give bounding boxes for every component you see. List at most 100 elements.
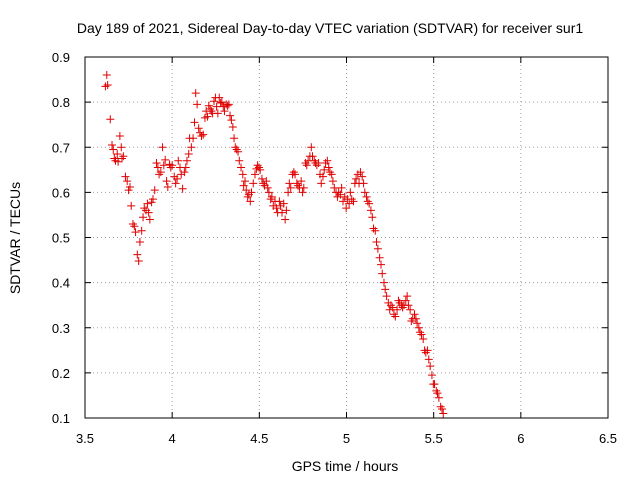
data-point: [193, 100, 202, 109]
data-point: [349, 197, 358, 206]
data-point: [234, 147, 243, 156]
data-point: [388, 303, 397, 312]
data-point: [238, 170, 247, 179]
data-point: [115, 131, 124, 140]
data-point: [368, 213, 377, 222]
data-point: [150, 186, 159, 195]
data-point: [430, 380, 439, 389]
data-point: [433, 389, 442, 398]
data-point: [121, 172, 130, 181]
y-tick-label: 0.2: [52, 366, 70, 381]
data-point: [337, 183, 346, 192]
data-point: [277, 208, 286, 217]
data-point: [226, 111, 235, 120]
data-point: [359, 179, 368, 188]
data-point: [417, 330, 426, 339]
data-point: [323, 156, 332, 165]
data-point: [291, 170, 300, 179]
data-point: [178, 184, 187, 193]
data-point: [285, 179, 294, 188]
data-point: [134, 256, 143, 265]
data-point: [302, 161, 311, 170]
data-point: [184, 150, 193, 159]
plot-frame: [84, 56, 609, 419]
data-point: [191, 89, 200, 98]
data-point: [159, 161, 168, 170]
data-point: [371, 226, 380, 235]
data-point: [423, 346, 432, 355]
data-point: [156, 168, 165, 177]
data-point: [413, 319, 422, 328]
data-point: [181, 163, 190, 172]
x-tick-labels: 3.5 4 4.5 5 5.5 6 6.5: [76, 431, 617, 446]
data-point: [152, 159, 161, 168]
data-point: [230, 134, 239, 143]
data-point: [362, 192, 371, 201]
data-point: [272, 204, 281, 213]
data-point: [345, 199, 354, 208]
data-point: [143, 199, 152, 208]
data-point: [131, 228, 140, 237]
data-point: [163, 182, 172, 191]
data-point: [299, 183, 308, 192]
data-point: [213, 109, 222, 118]
data-point: [235, 156, 244, 165]
x-tick-label: 5.5: [425, 431, 443, 446]
data-point: [281, 215, 290, 224]
data-point: [130, 222, 139, 231]
data-point: [189, 134, 198, 143]
data-point: [318, 172, 327, 181]
data-point: [393, 305, 402, 314]
data-point: [427, 371, 436, 380]
data-point: [317, 179, 326, 188]
data-point: [275, 197, 284, 206]
data-point: [342, 204, 351, 213]
gridlines: [85, 57, 608, 418]
data-point: [247, 188, 256, 197]
data-point: [250, 170, 259, 179]
data-point: [119, 152, 128, 161]
data-point: [411, 314, 420, 323]
data-point: [391, 312, 400, 321]
data-point: [113, 150, 122, 159]
data-point: [106, 115, 115, 124]
data-point: [434, 393, 443, 402]
data-point: [109, 145, 118, 154]
data-point: [173, 174, 182, 183]
data-point: [410, 310, 419, 319]
data-point: [182, 156, 191, 165]
data-point: [286, 183, 295, 192]
data-points: [101, 71, 448, 418]
data-point: [365, 199, 374, 208]
data-point: [307, 143, 316, 152]
data-point: [194, 124, 203, 133]
data-point: [401, 296, 410, 305]
data-point: [135, 238, 144, 247]
data-point: [257, 174, 266, 183]
y-tick-label: 0.8: [52, 95, 70, 110]
data-point: [246, 197, 255, 206]
data-point: [125, 182, 134, 191]
data-point: [133, 250, 142, 259]
data-point: [174, 156, 183, 165]
data-point: [298, 188, 307, 197]
data-point: [372, 238, 381, 247]
data-point: [197, 131, 206, 140]
x-tick-label: 5: [343, 431, 350, 446]
data-point: [108, 140, 117, 149]
data-point: [308, 152, 317, 161]
y-tick-label: 0.4: [52, 276, 70, 291]
y-tick-label: 0.1: [52, 411, 70, 426]
data-point: [180, 168, 189, 177]
data-point: [215, 93, 224, 102]
data-point: [139, 213, 148, 222]
data-point: [264, 188, 273, 197]
data-point: [352, 174, 361, 183]
x-tick-label: 3.5: [76, 431, 94, 446]
x-tick-label: 4.5: [250, 431, 268, 446]
data-point: [360, 188, 369, 197]
data-point: [162, 177, 171, 186]
data-point: [145, 215, 154, 224]
data-point: [249, 179, 258, 188]
